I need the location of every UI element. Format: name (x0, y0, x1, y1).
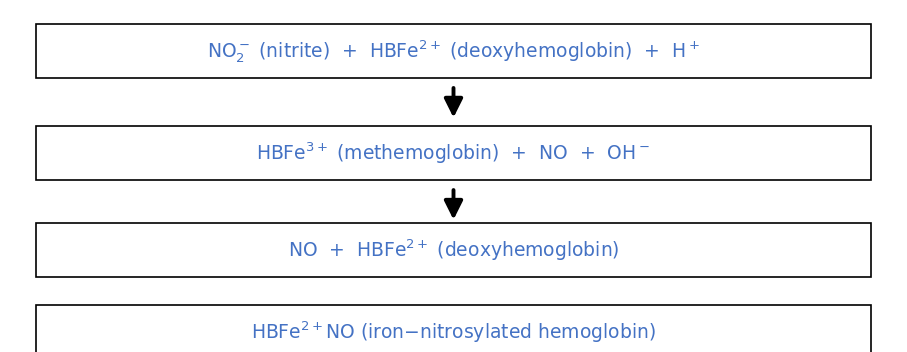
Bar (36, 223, 871, 277)
Bar (36, 305, 871, 352)
Text: $\mathrm{HBFe^{2+}NO}$ (iron$-$nitrosylated hemoglobin): $\mathrm{HBFe^{2+}NO}$ (iron$-$nitrosyla… (251, 320, 656, 345)
Bar (36, 126, 871, 181)
Bar (36, 24, 871, 78)
Text: $\mathrm{NO_2^-}$ (nitrite)  +  $\mathrm{HBFe^{2+}}$ (deoxyhemoglobin)  +  $\mat: $\mathrm{NO_2^-}$ (nitrite) + $\mathrm{H… (207, 38, 700, 64)
Text: $\mathrm{HBFe^{3+}}$ (methemoglobin)  +  NO  +  $\mathrm{OH^-}$: $\mathrm{HBFe^{3+}}$ (methemoglobin) + N… (257, 140, 650, 166)
Text: NO  +  $\mathrm{HBFe^{2+}}$ (deoxyhemoglobin): NO + $\mathrm{HBFe^{2+}}$ (deoxyhemoglob… (288, 237, 619, 263)
